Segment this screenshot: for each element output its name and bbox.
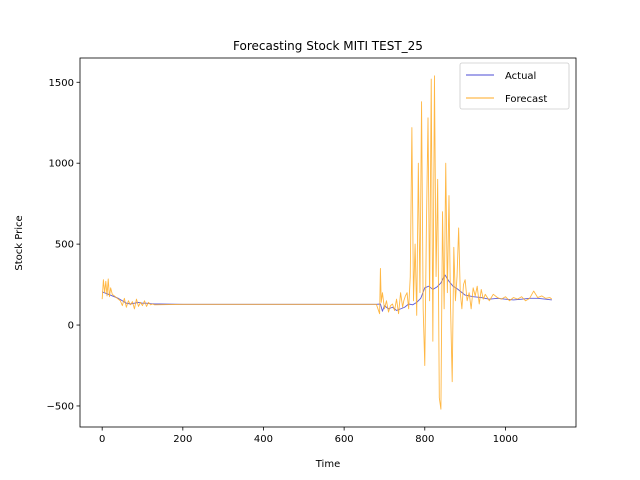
plot-area bbox=[101, 75, 553, 410]
chart-title: Forecasting Stock MITI TEST_25 bbox=[233, 39, 423, 53]
x-tick-label: 800 bbox=[415, 434, 434, 445]
axes-frame bbox=[79, 57, 577, 428]
y-tick-label: 1000 bbox=[49, 159, 74, 170]
series-line-actual bbox=[102, 274, 552, 312]
y-tick-label: −500 bbox=[47, 401, 74, 412]
legend-label-actual: Actual bbox=[505, 71, 536, 82]
x-tick-label: 600 bbox=[335, 434, 354, 445]
legend-label-forecast: Forecast bbox=[505, 94, 547, 105]
x-tick-label: 0 bbox=[99, 434, 105, 445]
legend: Actual Forecast bbox=[459, 62, 570, 110]
x-tick-label: 200 bbox=[173, 434, 192, 445]
y-axis-title: Stock Price bbox=[14, 215, 25, 270]
x-tick-label: 1000 bbox=[493, 434, 518, 445]
y-tick-label: 1500 bbox=[49, 78, 74, 89]
y-tick-label: 500 bbox=[55, 240, 74, 251]
y-tick-label: 0 bbox=[68, 321, 74, 332]
x-tick-label: 400 bbox=[254, 434, 273, 445]
series-line-forecast bbox=[101, 75, 553, 410]
x-axis-title: Time bbox=[315, 459, 340, 470]
axes: 0 200 400 600 800 1000 −500 0 500 1000 1500 bbox=[47, 57, 577, 445]
